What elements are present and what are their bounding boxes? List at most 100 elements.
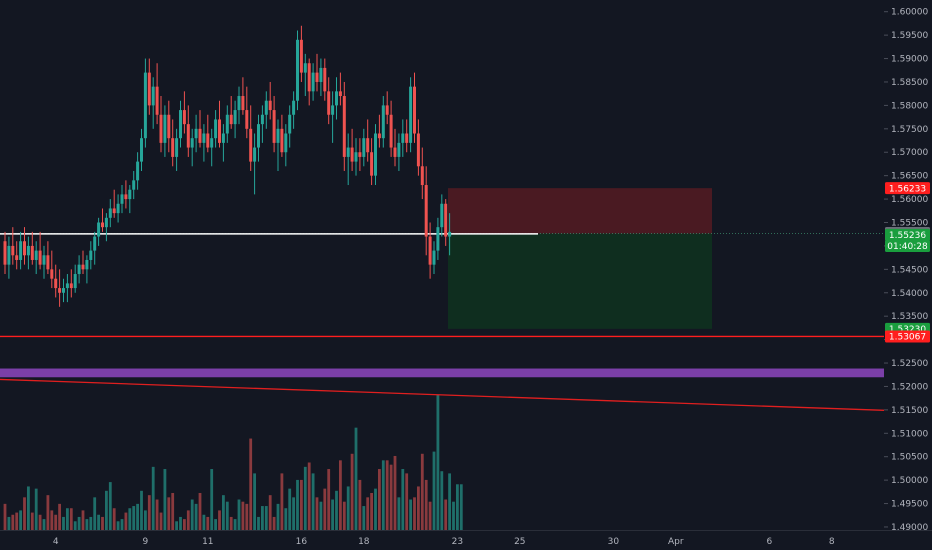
trend-line[interactable] [0, 378, 885, 411]
volume-bar [89, 516, 93, 530]
candle-body [11, 245, 15, 256]
time-axis[interactable]: 4 9 11 16 18 23 25 30 Apr 6 8 [0, 530, 932, 550]
volume-bar [397, 497, 401, 530]
price-band[interactable] [0, 368, 884, 378]
candle-body [69, 283, 73, 289]
candle-body [214, 119, 218, 139]
candle-body [15, 255, 19, 260]
volume-bar [358, 479, 362, 530]
take-profit-zone[interactable] [448, 233, 712, 329]
candle-body [81, 264, 85, 270]
volume-bar [261, 506, 264, 530]
volume-bar [11, 514, 15, 530]
price-tag [885, 330, 930, 343]
volume-bar [101, 516, 104, 530]
candle-body [3, 241, 7, 265]
volume-bar [23, 497, 26, 530]
time-tick-label: 16 [296, 537, 308, 547]
volume-bar [46, 495, 50, 530]
candle-body [93, 236, 97, 251]
time-tick-label: 11 [202, 537, 213, 547]
candle-body [124, 194, 128, 200]
candle-body [405, 133, 409, 143]
candle-body [327, 91, 331, 115]
volume-bar [7, 516, 11, 530]
volume-bar [186, 510, 190, 530]
stop-loss-zone[interactable] [448, 188, 712, 234]
candle-body [366, 138, 370, 153]
volume-bar [69, 508, 73, 530]
candle-body [377, 133, 381, 139]
volume-bar [327, 469, 331, 530]
volume-bar [319, 501, 323, 530]
volume-bar [214, 519, 217, 530]
volume-bar [280, 473, 284, 530]
candle-body [151, 86, 155, 106]
price-tick-label: 1.56500 [891, 172, 928, 182]
volume-bar [393, 455, 397, 530]
candle-body [101, 222, 104, 228]
price-tag-label: 01:40:28 [887, 242, 928, 252]
volume-bar [163, 469, 167, 530]
volume-bar [62, 516, 65, 530]
candle-body [374, 133, 377, 176]
time-axis-background [0, 530, 932, 550]
volume-bar [183, 519, 186, 530]
volume-bar [66, 508, 69, 530]
volume-bar [3, 503, 7, 530]
price-tags: 1.562331.552751.552621.5523601:40:281.53… [885, 182, 930, 343]
candle-body [206, 133, 210, 148]
candle-body [346, 147, 350, 157]
candle-body [73, 274, 77, 289]
candle-body [175, 138, 179, 157]
candle-body [194, 128, 198, 139]
volume-bar [15, 512, 19, 530]
candle-body [389, 114, 393, 148]
volume-bar [315, 497, 319, 530]
candle-body [202, 133, 206, 143]
volume-bar [288, 488, 292, 530]
price-axis[interactable]: 1.60000 1.59500 1.59000 1.58500 1.58000 1.575… [884, 0, 932, 550]
volume-bar [171, 492, 175, 530]
candle-body [147, 72, 151, 106]
candle-body [354, 152, 358, 162]
time-tick-label: 25 [514, 537, 525, 547]
candle-body [416, 133, 420, 167]
candle-series [3, 25, 452, 307]
volume-bar [413, 497, 416, 530]
volume-bar [409, 499, 412, 530]
volume-bar [155, 499, 159, 530]
candle-body [198, 128, 202, 143]
volume-bar [112, 508, 116, 530]
price-tick-label: 1.52500 [891, 359, 928, 369]
candle-body [272, 110, 276, 143]
volume-bar [346, 486, 350, 530]
candle-body [7, 245, 11, 265]
volume-bar [73, 521, 77, 530]
volume-bar [218, 510, 221, 530]
candle-body [358, 152, 362, 157]
candle-body [26, 245, 30, 256]
candle-body [62, 288, 65, 293]
price-tick-label: 1.59000 [891, 55, 928, 65]
candle-body [288, 114, 292, 134]
candle-body [54, 278, 58, 289]
volume-bar [268, 495, 272, 530]
volume-bar [225, 501, 229, 530]
volume-bar [339, 460, 342, 530]
volume-bar [428, 501, 432, 530]
candle-body [311, 72, 315, 92]
volume-bar [296, 479, 299, 530]
candle-body [210, 138, 214, 148]
price-tick-label: 1.52000 [891, 382, 928, 392]
candle-body [104, 217, 108, 228]
volume-bar [167, 497, 171, 530]
volume-bar [331, 499, 334, 530]
candle-body [245, 110, 249, 129]
candle-body [34, 250, 38, 260]
price-tick-label: 1.56000 [891, 195, 928, 205]
candle-body [315, 72, 319, 82]
volume-bar [77, 516, 81, 530]
candle-body [186, 124, 190, 148]
